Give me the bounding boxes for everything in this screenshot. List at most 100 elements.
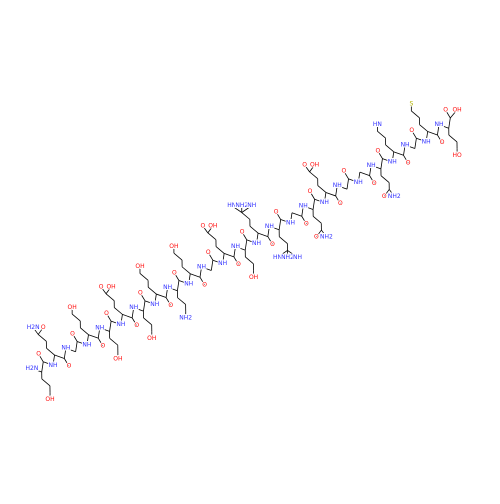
bond xyxy=(420,125,428,132)
amine-label: NH xyxy=(61,345,70,352)
carbonyl-label: O xyxy=(36,351,41,358)
bond xyxy=(110,321,112,331)
bond xyxy=(381,176,389,183)
amine-label: NH xyxy=(434,121,443,128)
bond xyxy=(394,152,404,155)
bond xyxy=(326,192,336,195)
side-chain-label: S xyxy=(409,101,413,108)
bond xyxy=(208,233,216,240)
bond xyxy=(347,179,349,189)
carbonyl-label: O xyxy=(172,269,177,276)
carbonyl-label: O xyxy=(409,127,414,134)
amine-label: NH xyxy=(197,263,206,270)
amine-label: NH xyxy=(333,182,342,189)
side-chain-label: NH xyxy=(293,254,302,261)
side-chain-label: O xyxy=(200,222,205,229)
carbonyl-label: O xyxy=(206,249,211,256)
bond xyxy=(88,335,98,338)
bond xyxy=(177,281,179,291)
carbonyl-label: O xyxy=(270,241,275,248)
carbonyl-label: O xyxy=(67,363,72,370)
bond xyxy=(140,273,148,280)
bond xyxy=(106,294,114,301)
side-chain-label: OH xyxy=(208,222,217,229)
amine-label: NH xyxy=(82,341,91,348)
bond xyxy=(381,159,383,169)
terminal-label: OH xyxy=(452,106,461,113)
carbonyl-label: O xyxy=(304,220,309,227)
bond xyxy=(182,267,190,274)
amine-label: NH xyxy=(286,220,295,227)
bond xyxy=(143,301,145,311)
side-chain-label: NH2 xyxy=(320,233,333,240)
bond xyxy=(144,318,152,325)
amine-label: NH xyxy=(95,324,104,331)
bond xyxy=(360,172,370,175)
carbonyl-label: O xyxy=(338,200,343,207)
bond xyxy=(449,118,451,128)
carbonyl-label: O xyxy=(308,188,313,195)
side-chain-label: OH xyxy=(249,274,258,281)
bond xyxy=(313,216,321,223)
carbonyl-label: O xyxy=(342,168,347,175)
amine-label: NH xyxy=(184,280,193,287)
amine-label: NH xyxy=(320,199,329,206)
bond xyxy=(377,131,385,138)
side-chain-label: NH2 xyxy=(388,193,401,200)
carbonyl-label: O xyxy=(443,107,448,114)
carbonyl-label: O xyxy=(138,290,143,297)
side-chain-label: HN xyxy=(373,121,382,128)
carbonyl-label: O xyxy=(236,261,241,268)
side-chain-label: OH xyxy=(106,283,115,290)
carbonyl-label: O xyxy=(240,229,245,236)
carbonyl-label: O xyxy=(168,302,173,309)
bond xyxy=(245,257,253,264)
bond xyxy=(386,145,394,152)
carbonyl-label: O xyxy=(375,147,380,154)
side-chain-label: H2N xyxy=(27,324,40,331)
bond xyxy=(76,341,78,351)
side-chain-label: O xyxy=(41,324,46,331)
bond xyxy=(122,314,132,317)
side-chain-label: O xyxy=(314,233,319,240)
bond xyxy=(310,172,318,179)
bond xyxy=(178,298,186,305)
carbonyl-label: O xyxy=(274,208,279,215)
side-chain-label: OH xyxy=(68,304,77,311)
carbonyl-label: O xyxy=(440,139,445,146)
bond xyxy=(72,314,80,321)
amine-label: NH xyxy=(49,362,58,369)
carbonyl-label: O xyxy=(134,322,139,329)
bond xyxy=(411,111,419,118)
bond xyxy=(156,294,166,297)
side-chain-label: NH xyxy=(247,202,256,209)
side-chain-label: HO xyxy=(452,152,462,159)
amine-label: NH xyxy=(116,321,125,328)
carbonyl-label: O xyxy=(70,330,75,337)
bond xyxy=(279,237,287,244)
amine-label: NH xyxy=(129,304,138,311)
bond xyxy=(190,274,200,277)
bond xyxy=(42,362,44,372)
amine-label: NH xyxy=(231,243,240,250)
side-chain-label: OH xyxy=(135,263,144,270)
bond xyxy=(148,287,156,294)
bond xyxy=(245,240,247,250)
side-chain-label: OH xyxy=(45,396,54,403)
carbonyl-label: O xyxy=(202,281,207,288)
amine-label: NH xyxy=(354,179,363,186)
bond xyxy=(114,308,122,315)
bond xyxy=(313,199,315,209)
amine-label: NH xyxy=(299,203,308,210)
bond xyxy=(80,328,88,335)
side-chain-label: NH2 xyxy=(179,315,192,322)
amine-label: NH xyxy=(218,260,227,267)
bond xyxy=(38,334,46,341)
bond xyxy=(250,226,258,233)
bond xyxy=(110,338,118,345)
side-chain-label: O xyxy=(302,162,307,169)
bond xyxy=(55,355,65,358)
side-chain-label: O xyxy=(99,283,104,290)
amine-label: NH xyxy=(422,138,431,145)
